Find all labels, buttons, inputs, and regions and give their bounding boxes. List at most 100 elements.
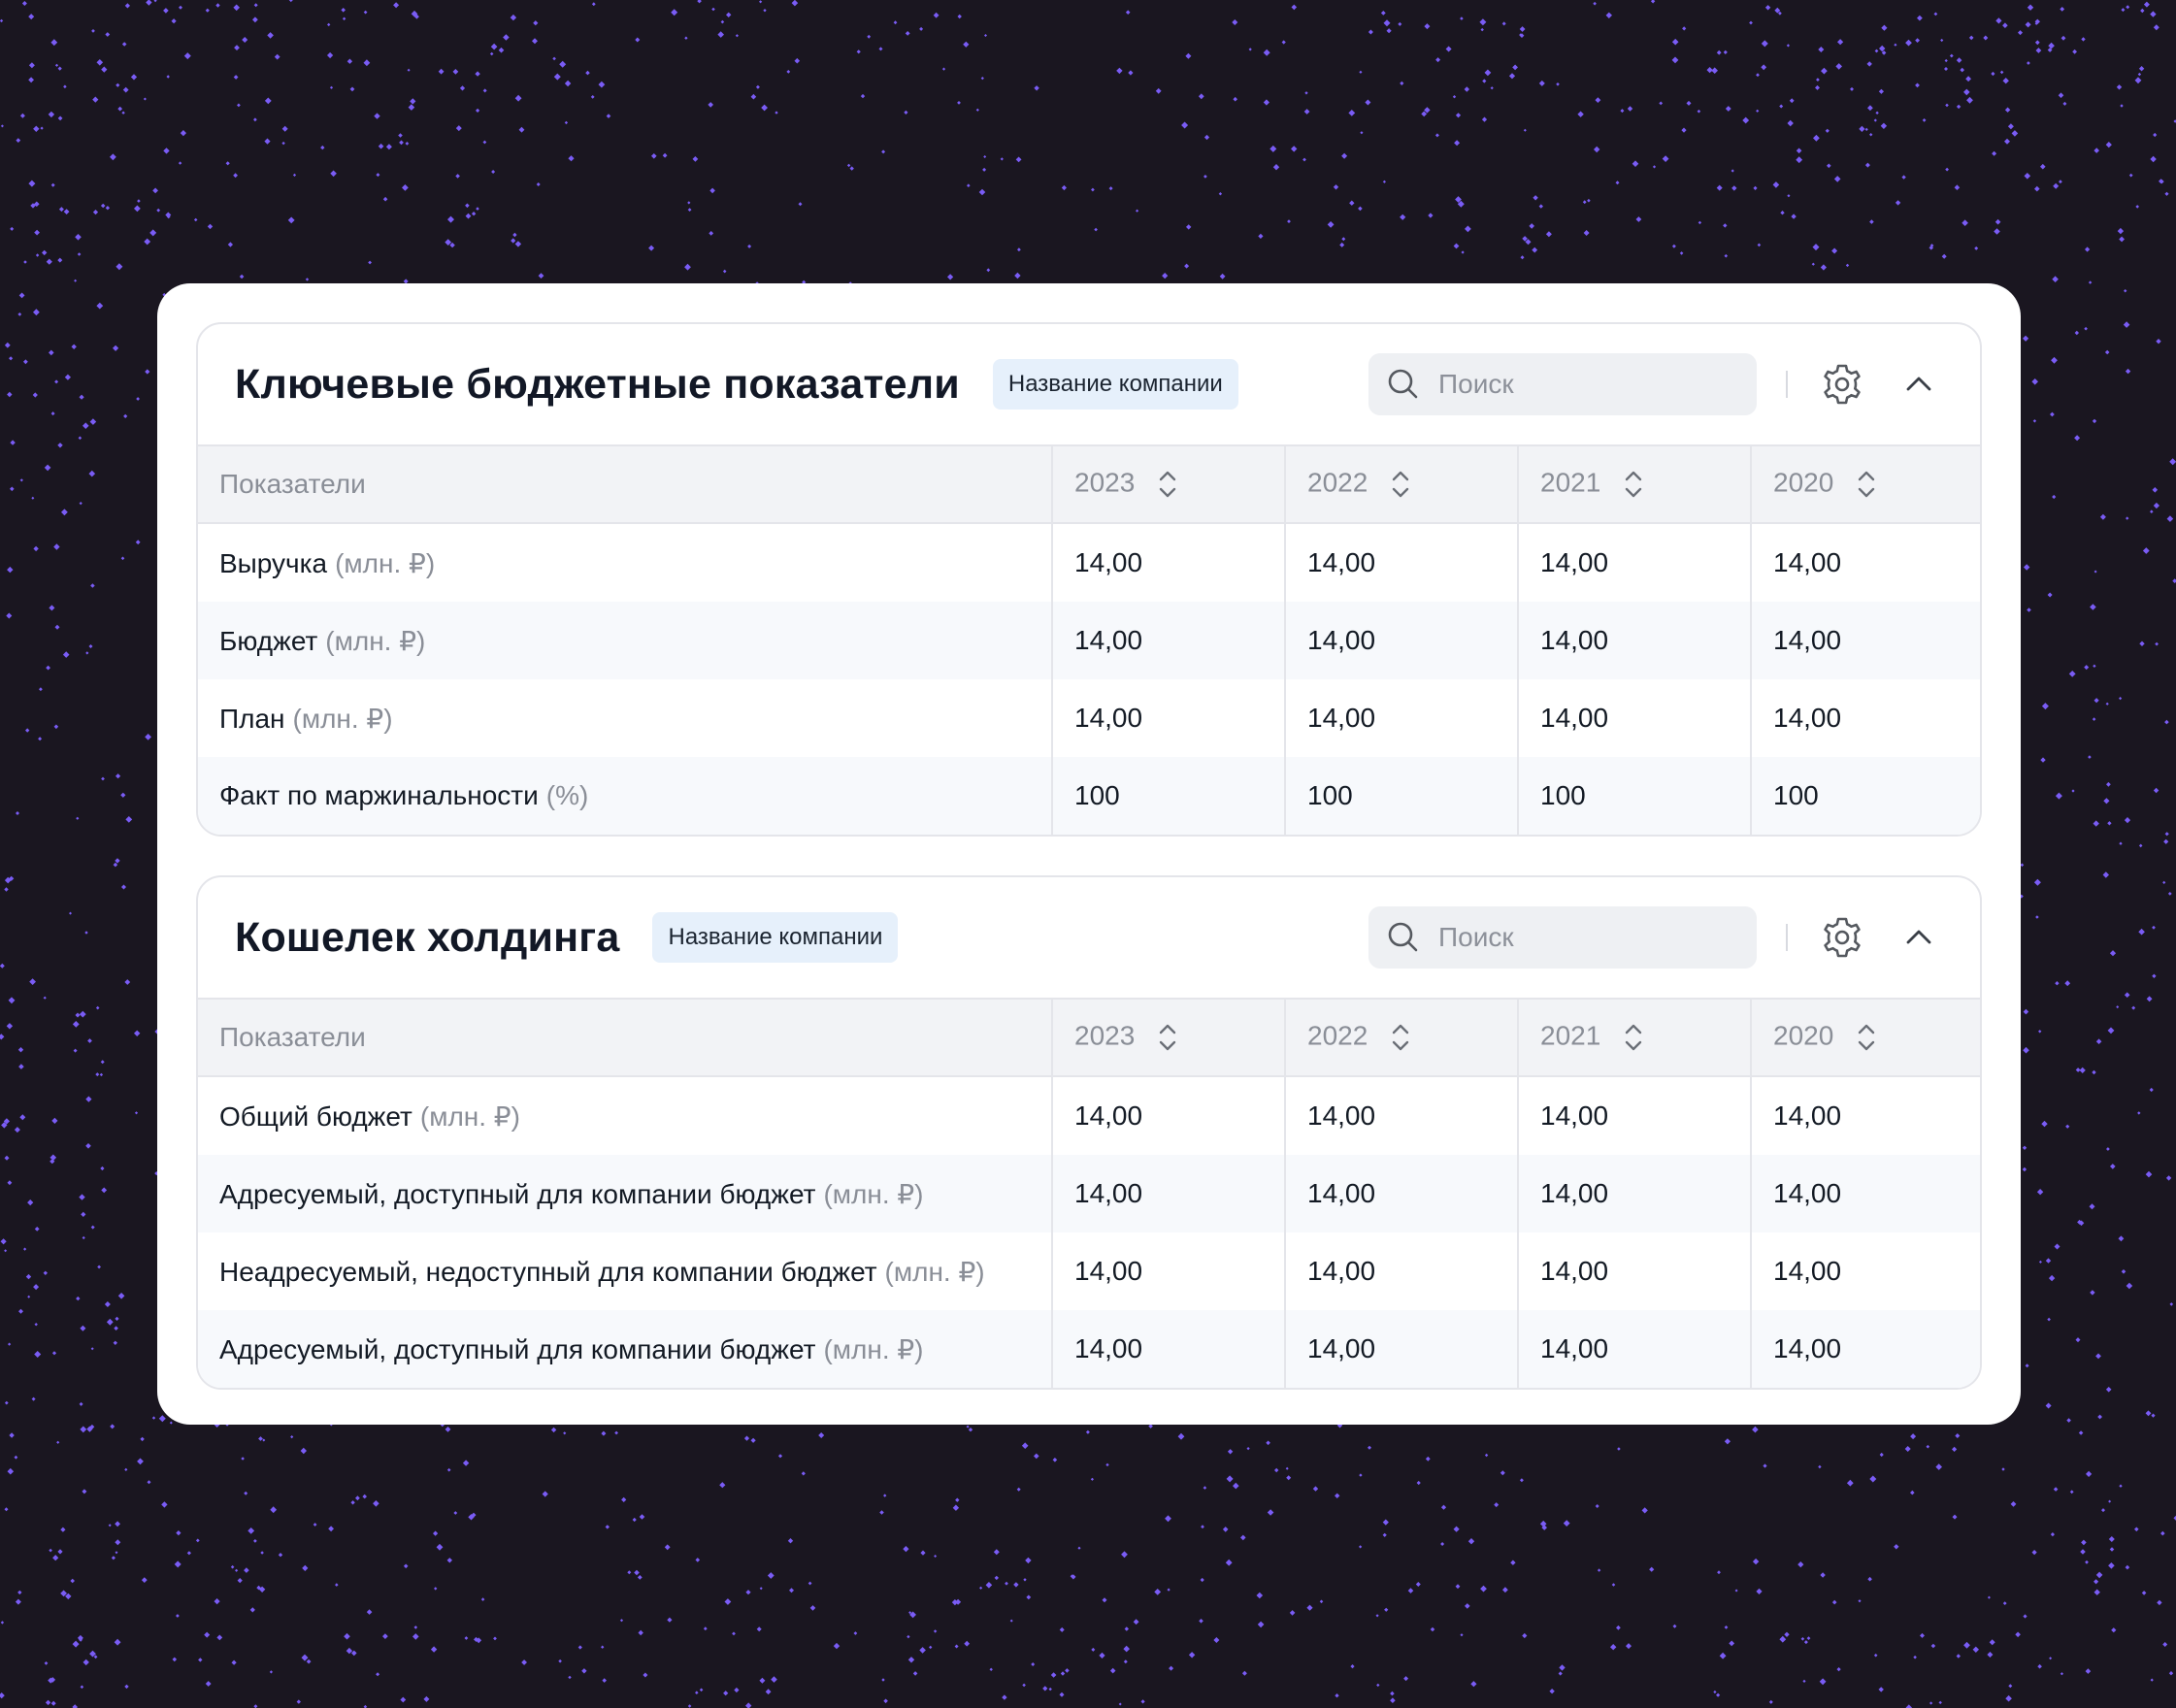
table-row: Выручка (млн. ₽) 14,00 14,00 14,00 14,00 — [198, 523, 1980, 602]
sort-icon[interactable] — [1622, 467, 1645, 502]
table-row: Общий бюджет (млн. ₽) 14,00 14,00 14,00 1… — [198, 1076, 1980, 1155]
row-name-cell: Бюджет (млн. ₽) — [198, 602, 1052, 679]
table-row: Факт по маржинальности (%) 100 100 100 10… — [198, 757, 1980, 835]
value-cell: 14,00 — [1750, 1310, 1980, 1388]
row-unit: (млн. ₽) — [419, 1100, 520, 1132]
search-box[interactable] — [1368, 906, 1757, 969]
row-name-cell: Неадресуемый, недоступный для компании б… — [198, 1232, 1052, 1310]
row-name: Факт по маржинальности — [219, 780, 539, 810]
year-label: 2023 — [1074, 467, 1136, 498]
column-header-year[interactable]: 2021 — [1517, 998, 1751, 1077]
column-header-year[interactable]: 2021 — [1517, 444, 1751, 524]
value-cell: 14,00 — [1750, 523, 1980, 602]
column-header-year[interactable]: 2020 — [1750, 444, 1980, 524]
row-name: Адресуемый, доступный для компании бюдже… — [219, 1333, 816, 1364]
table-header-row: Показатели 2023 2022 2021 2020 — [198, 998, 1980, 1077]
column-header-year[interactable]: 2020 — [1750, 998, 1980, 1077]
company-badge[interactable]: Название компании — [652, 912, 899, 963]
holding-wallet-section: Кошелек холдинга Название компании — [196, 875, 1982, 1390]
value-cell: 14,00 — [1051, 523, 1285, 602]
value-cell: 14,00 — [1750, 679, 1980, 757]
search-box[interactable] — [1368, 353, 1757, 415]
column-header-year[interactable]: 2023 — [1051, 998, 1285, 1077]
chevron-up-icon[interactable] — [1901, 920, 1936, 955]
gear-icon[interactable] — [1820, 915, 1864, 960]
column-header-year[interactable]: 2022 — [1284, 444, 1518, 524]
search-input[interactable] — [1436, 368, 1731, 401]
row-name: Выручка — [219, 547, 328, 578]
section-title: Ключевые бюджетные показатели — [235, 360, 960, 408]
value-cell: 14,00 — [1284, 679, 1518, 757]
chevron-up-icon[interactable] — [1901, 367, 1936, 402]
main-card: Ключевые бюджетные показатели Название к… — [157, 283, 2021, 1425]
row-name: Адресуемый, доступный для компании бюдже… — [219, 1178, 816, 1209]
value-cell: 100 — [1284, 757, 1518, 835]
value-cell: 14,00 — [1051, 1155, 1285, 1232]
value-cell: 14,00 — [1517, 1076, 1751, 1155]
gear-icon[interactable] — [1820, 362, 1864, 407]
section-title: Кошелек холдинга — [235, 913, 620, 961]
row-name-cell: Адресуемый, доступный для компании бюдже… — [198, 1155, 1052, 1232]
table-row: План (млн. ₽) 14,00 14,00 14,00 14,00 — [198, 679, 1980, 757]
wallet-table: Показатели 2023 2022 2021 2020 Общий бюд… — [198, 998, 1980, 1388]
company-badge[interactable]: Название компании — [992, 359, 1238, 410]
year-label: 2020 — [1773, 467, 1834, 498]
year-label: 2021 — [1540, 1020, 1601, 1051]
value-cell: 14,00 — [1750, 602, 1980, 679]
value-cell: 14,00 — [1750, 1232, 1980, 1310]
row-unit: (млн. ₽) — [292, 703, 393, 734]
sort-icon[interactable] — [1156, 1020, 1179, 1055]
search-input[interactable] — [1436, 921, 1731, 954]
column-header-year[interactable]: 2023 — [1051, 444, 1285, 524]
divider — [1786, 371, 1788, 398]
value-cell: 14,00 — [1517, 523, 1751, 602]
sort-icon[interactable] — [1389, 467, 1412, 502]
row-unit: (%) — [545, 780, 589, 810]
value-cell: 14,00 — [1051, 1310, 1285, 1388]
sort-icon[interactable] — [1622, 1020, 1645, 1055]
sort-icon[interactable] — [1389, 1020, 1412, 1055]
year-label: 2022 — [1307, 467, 1368, 498]
sort-icon[interactable] — [1855, 1020, 1878, 1055]
column-header-year[interactable]: 2022 — [1284, 998, 1518, 1077]
row-name-cell: Адресуемый, доступный для компании бюдже… — [198, 1310, 1052, 1388]
year-label: 2020 — [1773, 1020, 1834, 1051]
search-icon — [1388, 922, 1418, 952]
value-cell: 14,00 — [1051, 1232, 1285, 1310]
value-cell: 100 — [1750, 757, 1980, 835]
table-row: Неадресуемый, недоступный для компании б… — [198, 1232, 1980, 1310]
table-row: Адресуемый, доступный для компании бюдже… — [198, 1310, 1980, 1388]
value-cell: 14,00 — [1517, 1155, 1751, 1232]
year-label: 2021 — [1540, 467, 1601, 498]
value-cell: 14,00 — [1284, 1232, 1518, 1310]
table-header-row: Показатели 2023 2022 2021 2020 — [198, 444, 1980, 524]
value-cell: 14,00 — [1051, 1076, 1285, 1155]
value-cell: 100 — [1517, 757, 1751, 835]
row-name: Общий бюджет — [219, 1100, 412, 1132]
column-header-indicators: Показатели — [198, 998, 1052, 1077]
value-cell: 14,00 — [1517, 602, 1751, 679]
section-header: Кошелек холдинга Название компании — [198, 877, 1980, 998]
value-cell: 14,00 — [1750, 1155, 1980, 1232]
row-name-cell: Общий бюджет (млн. ₽) — [198, 1076, 1052, 1155]
row-name: Неадресуемый, недоступный для компании б… — [219, 1256, 877, 1287]
year-label: 2022 — [1307, 1020, 1368, 1051]
value-cell: 14,00 — [1284, 1155, 1518, 1232]
value-cell: 14,00 — [1517, 679, 1751, 757]
row-name-cell: План (млн. ₽) — [198, 679, 1052, 757]
row-unit: (млн. ₽) — [325, 625, 426, 656]
value-cell: 14,00 — [1750, 1076, 1980, 1155]
row-unit: (млн. ₽) — [884, 1256, 985, 1287]
sort-icon[interactable] — [1156, 467, 1179, 502]
value-cell: 14,00 — [1284, 1310, 1518, 1388]
table-row: Бюджет (млн. ₽) 14,00 14,00 14,00 14,00 — [198, 602, 1980, 679]
indicators-table: Показатели 2023 2022 2021 2020 Выручка (м… — [198, 444, 1980, 835]
value-cell: 14,00 — [1051, 602, 1285, 679]
table-row: Адресуемый, доступный для компании бюдже… — [198, 1155, 1980, 1232]
value-cell: 14,00 — [1284, 602, 1518, 679]
sort-icon[interactable] — [1855, 467, 1878, 502]
budget-indicators-section: Ключевые бюджетные показатели Название к… — [196, 322, 1982, 837]
value-cell: 14,00 — [1517, 1310, 1751, 1388]
column-header-indicators: Показатели — [198, 444, 1052, 524]
divider — [1786, 924, 1788, 951]
